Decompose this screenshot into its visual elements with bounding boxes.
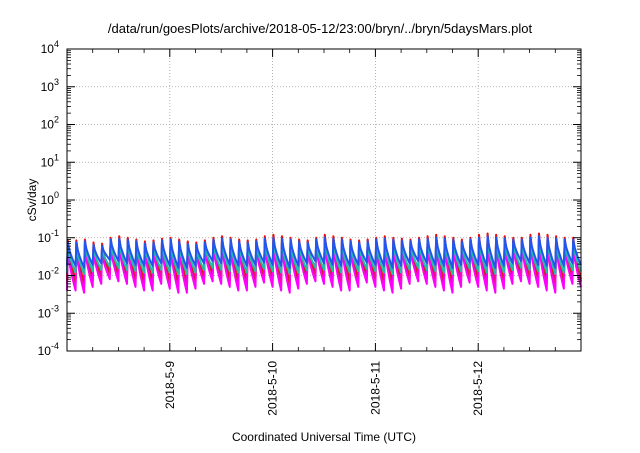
y-tick-label: 103 [41,77,59,94]
y-tick-label: 102 [41,115,59,132]
y-tick-label: 10-4 [38,341,59,358]
series-group [66,232,582,294]
series-line-4 [66,239,582,275]
series-line-5 [66,235,582,269]
y-tick-label: 10-3 [38,303,59,320]
y-ticks: 10-4 10-3 10-2 10-1 100 101 102 103 104 [38,39,581,358]
y-tick-label: 101 [41,152,59,169]
grid-lines [67,49,581,351]
x-ticks: 2018-5-9 2018-5-10 2018-5-11 2018-5-12 [66,49,582,416]
y-axis-title: cSv/day [25,179,39,222]
y-tick-label: 100 [41,190,59,207]
x-axis-title: Coordinated Universal Time (UTC) [232,430,416,444]
x-tick-label: 2018-5-12 [471,361,485,416]
x-tick-label: 2018-5-11 [368,361,382,415]
y-tick-label: 10-2 [38,266,59,283]
x-tick-label: 2018-5-9 [163,361,177,409]
y-tick-label: 10-1 [38,228,59,245]
x-tick-label: 2018-5-10 [266,361,280,416]
series-line-3 [66,241,582,294]
y-tick-label: 104 [41,39,59,56]
chart-title: /data/run/goesPlots/archive/2018-05-12/2… [108,21,533,36]
